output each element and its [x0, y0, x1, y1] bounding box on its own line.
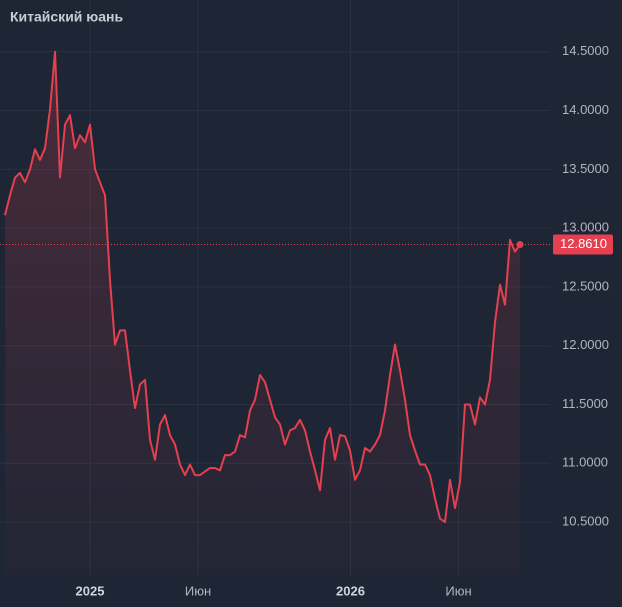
line: [4, 50, 521, 524]
y-tick-label: 13.0000: [562, 220, 609, 235]
y-tick-label: 14.5000: [562, 43, 609, 58]
price-label: 12.8610: [560, 236, 607, 251]
x-tick-label: 2026: [336, 583, 365, 598]
area: [5, 51, 520, 575]
y-tick-label: 11.5000: [562, 396, 608, 411]
y-tick-label: 13.5000: [562, 161, 609, 176]
y-tick-label: 12.5000: [562, 278, 609, 293]
x-tick-label: Июн: [185, 583, 211, 598]
chart-title: Китайский юань: [10, 9, 123, 25]
x-tick-label: Июн: [445, 583, 471, 598]
price-label-box: [553, 234, 613, 255]
y-tick-label: 14.0000: [562, 102, 609, 117]
x-tick-label: 2025: [76, 583, 105, 598]
y-tick-label: 10.5000: [562, 514, 609, 529]
y-tick-label: 12.0000: [562, 337, 609, 352]
y-tick-label: 11.0000: [562, 455, 608, 470]
